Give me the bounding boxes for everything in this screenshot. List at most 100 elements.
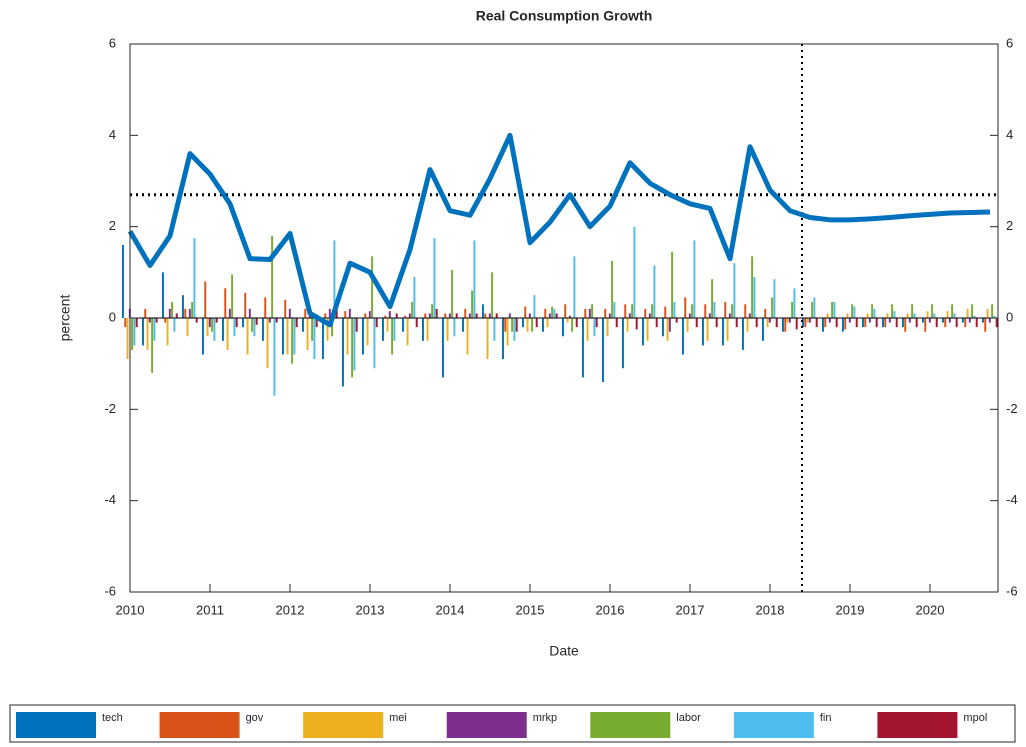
bar bbox=[862, 318, 864, 328]
bar bbox=[211, 318, 214, 332]
bar bbox=[975, 318, 978, 328]
bar bbox=[693, 240, 696, 318]
bar bbox=[162, 272, 164, 318]
bar bbox=[828, 318, 831, 323]
bar bbox=[555, 313, 558, 318]
bar bbox=[622, 318, 624, 369]
legend-swatch bbox=[303, 712, 384, 738]
bar bbox=[135, 318, 138, 328]
bar bbox=[711, 279, 714, 318]
bar bbox=[402, 318, 404, 332]
bar bbox=[906, 313, 909, 318]
bar bbox=[748, 313, 751, 318]
y-axis-label: percent bbox=[57, 295, 73, 342]
bar bbox=[948, 318, 951, 323]
bar bbox=[846, 313, 849, 318]
bar bbox=[288, 308, 291, 318]
bar bbox=[315, 318, 318, 328]
bar bbox=[995, 318, 998, 328]
legend-swatch bbox=[590, 712, 671, 738]
bar bbox=[173, 318, 176, 332]
bar bbox=[175, 313, 178, 318]
bar bbox=[453, 318, 456, 337]
bar bbox=[951, 304, 954, 318]
bar bbox=[944, 318, 947, 328]
bar bbox=[991, 304, 994, 318]
bar bbox=[235, 318, 238, 328]
bar bbox=[911, 304, 914, 318]
bar bbox=[826, 313, 829, 318]
bar bbox=[515, 318, 518, 332]
y-tick-label: 0 bbox=[109, 309, 116, 324]
bar bbox=[151, 318, 154, 373]
bar bbox=[511, 318, 514, 332]
bar bbox=[804, 318, 807, 328]
y2-tick-label: 0 bbox=[1006, 309, 1013, 324]
bar bbox=[968, 318, 971, 323]
bar bbox=[244, 292, 247, 318]
bar bbox=[795, 318, 798, 330]
bar bbox=[502, 318, 504, 360]
bar bbox=[908, 318, 911, 323]
bar bbox=[653, 265, 656, 318]
bar bbox=[608, 313, 611, 318]
bar bbox=[522, 318, 524, 328]
bar bbox=[873, 308, 876, 318]
bar bbox=[566, 318, 569, 323]
bar bbox=[482, 304, 484, 318]
bar bbox=[475, 313, 478, 318]
bar bbox=[413, 276, 416, 318]
bar bbox=[551, 306, 554, 318]
bar bbox=[322, 318, 324, 360]
bar bbox=[335, 308, 338, 318]
bar bbox=[848, 318, 851, 323]
bar bbox=[326, 318, 329, 341]
bar bbox=[928, 318, 931, 323]
bar bbox=[584, 308, 587, 318]
legend-label: tech bbox=[102, 712, 123, 724]
bar bbox=[455, 313, 458, 318]
y2-tick-label: -6 bbox=[1006, 583, 1018, 598]
y-tick-label: 6 bbox=[109, 35, 116, 50]
bar bbox=[562, 318, 564, 337]
bar bbox=[746, 318, 749, 332]
legend-swatch bbox=[159, 712, 240, 738]
bar bbox=[771, 297, 774, 318]
bar bbox=[808, 318, 811, 323]
bar bbox=[431, 304, 434, 318]
bar bbox=[524, 306, 527, 318]
bar bbox=[526, 318, 529, 332]
legend-swatch bbox=[446, 712, 527, 738]
legend-swatch bbox=[733, 712, 814, 738]
bar bbox=[346, 318, 349, 355]
bar bbox=[213, 318, 216, 341]
bar bbox=[913, 313, 916, 318]
bar bbox=[293, 318, 296, 355]
x-tick-label: 2012 bbox=[276, 602, 305, 617]
x-axis-label: Date bbox=[549, 643, 579, 659]
bar bbox=[964, 318, 967, 328]
bar bbox=[311, 318, 314, 341]
bar bbox=[973, 315, 976, 318]
x-tick-label: 2018 bbox=[756, 602, 785, 617]
bar bbox=[444, 313, 447, 318]
bar bbox=[755, 318, 758, 328]
y2-tick-label: 4 bbox=[1006, 127, 1013, 142]
bar bbox=[666, 318, 669, 341]
bar bbox=[695, 318, 698, 328]
bar bbox=[442, 318, 444, 378]
bar bbox=[902, 318, 904, 328]
bar bbox=[628, 313, 631, 318]
bar bbox=[224, 288, 227, 318]
bar bbox=[868, 318, 871, 323]
bar bbox=[144, 308, 147, 318]
bar bbox=[966, 308, 969, 318]
bar bbox=[831, 302, 834, 318]
bar bbox=[284, 299, 287, 318]
bar bbox=[568, 315, 571, 318]
legend-label: mei bbox=[389, 712, 407, 724]
bar bbox=[606, 318, 609, 337]
bar bbox=[802, 318, 804, 328]
bar bbox=[388, 311, 391, 318]
bar bbox=[984, 318, 987, 332]
